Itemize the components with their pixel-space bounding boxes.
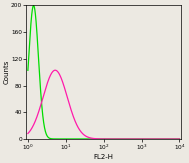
X-axis label: FL2-H: FL2-H xyxy=(94,154,114,160)
Y-axis label: Counts: Counts xyxy=(3,60,9,84)
